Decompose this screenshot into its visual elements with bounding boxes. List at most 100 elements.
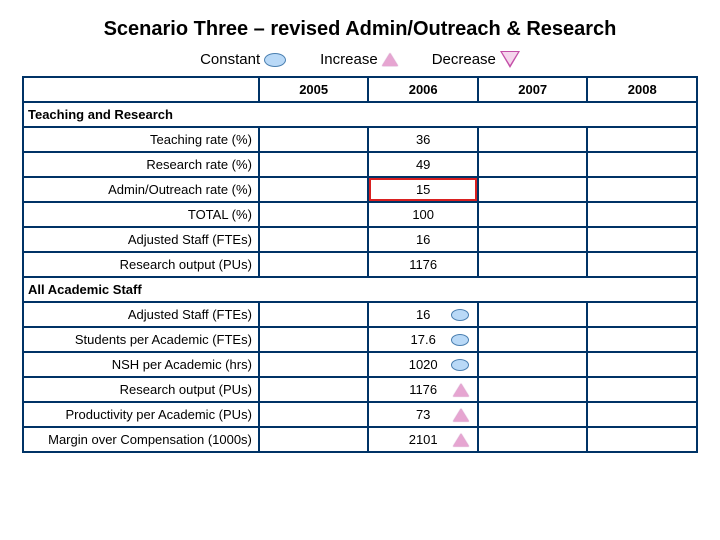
table-row: Research output (PUs)1176 bbox=[23, 377, 697, 402]
legend-increase-label: Increase bbox=[320, 51, 378, 68]
constant-icon bbox=[451, 359, 469, 371]
cell-2005 bbox=[259, 377, 369, 402]
cell-2008 bbox=[587, 252, 697, 277]
cell-value: 17.6 bbox=[411, 332, 436, 347]
constant-icon bbox=[264, 53, 286, 67]
row-label: NSH per Academic (hrs) bbox=[23, 352, 259, 377]
section-header-2: All Academic Staff bbox=[23, 277, 697, 302]
table-row: Productivity per Academic (PUs) 73 bbox=[23, 402, 697, 427]
cell-value: 15 bbox=[416, 182, 430, 197]
cell-2007 bbox=[478, 352, 588, 377]
table-row: Students per Academic (FTEs) 17.6 bbox=[23, 327, 697, 352]
cell-2006: 1176 bbox=[368, 252, 478, 277]
slide: Scenario Three – revised Admin/Outreach … bbox=[0, 0, 720, 540]
cell-2007 bbox=[478, 252, 588, 277]
row-label: Teaching rate (%) bbox=[23, 127, 259, 152]
cell-2005 bbox=[259, 177, 369, 202]
cell-value: 16 bbox=[416, 307, 430, 322]
legend-increase: Increase bbox=[320, 51, 398, 68]
cell-value: 1176 bbox=[409, 257, 437, 272]
slide-title: Scenario Three – revised Admin/Outreach … bbox=[22, 18, 698, 41]
cell-value: 49 bbox=[416, 157, 430, 172]
cell-2006: 100 bbox=[368, 202, 478, 227]
table-row: Adjusted Staff (FTEs) 16 bbox=[23, 227, 697, 252]
header-row: 2005 2006 2007 2008 bbox=[23, 77, 697, 102]
legend-decrease: Decrease bbox=[432, 51, 520, 68]
row-label: Adjusted Staff (FTEs) bbox=[23, 302, 259, 327]
table-row: TOTAL (%) 100 bbox=[23, 202, 697, 227]
cell-2008 bbox=[587, 302, 697, 327]
cell-2005 bbox=[259, 202, 369, 227]
cell-2007 bbox=[478, 377, 588, 402]
table-row: NSH per Academic (hrs) 1020 bbox=[23, 352, 697, 377]
table-row: Teaching rate (%) 36 bbox=[23, 127, 697, 152]
cell-2006: 36 bbox=[368, 127, 478, 152]
table-row: Research rate (%)49 bbox=[23, 152, 697, 177]
cell-2005 bbox=[259, 152, 369, 177]
row-label: TOTAL (%) bbox=[23, 202, 259, 227]
section-header-1: Teaching and Research bbox=[23, 102, 697, 127]
cell-2008 bbox=[587, 427, 697, 452]
cell-value: 100 bbox=[412, 207, 434, 222]
cell-2007 bbox=[478, 402, 588, 427]
row-label: Margin over Compensation (1000s) bbox=[23, 427, 259, 452]
section-teaching-research: Teaching and Research bbox=[23, 102, 697, 127]
table-row: Margin over Compensation (1000s) 2101 bbox=[23, 427, 697, 452]
cell-2006: 16 bbox=[368, 227, 478, 252]
scenario-table: 2005 2006 2007 2008 Teaching and Researc… bbox=[22, 76, 698, 453]
cell-2006: 2101 bbox=[368, 427, 478, 452]
legend: Constant Increase Decrease bbox=[22, 51, 698, 68]
cell-2005 bbox=[259, 127, 369, 152]
cell-2006: 73 bbox=[368, 402, 478, 427]
row-label: Adjusted Staff (FTEs) bbox=[23, 227, 259, 252]
legend-constant: Constant bbox=[200, 51, 286, 68]
row-label: Students per Academic (FTEs) bbox=[23, 327, 259, 352]
cell-2008 bbox=[587, 227, 697, 252]
cell-2006: 1176 bbox=[368, 377, 478, 402]
table-row: Research output (PUs) 1176 bbox=[23, 252, 697, 277]
increase-icon bbox=[453, 433, 469, 446]
row-label: Productivity per Academic (PUs) bbox=[23, 402, 259, 427]
cell-value: 73 bbox=[416, 407, 430, 422]
cell-value: 1176 bbox=[409, 382, 437, 397]
cell-2008 bbox=[587, 177, 697, 202]
cell-2007 bbox=[478, 177, 588, 202]
cell-2005 bbox=[259, 352, 369, 377]
constant-icon bbox=[451, 334, 469, 346]
col-2006: 2006 bbox=[368, 77, 478, 102]
col-2008: 2008 bbox=[587, 77, 697, 102]
increase-icon bbox=[382, 53, 398, 66]
cell-2007 bbox=[478, 327, 588, 352]
cell-2005 bbox=[259, 227, 369, 252]
cell-2006: 1020 bbox=[368, 352, 478, 377]
section-all-academic: All Academic Staff bbox=[23, 277, 697, 302]
cell-2006: 17.6 bbox=[368, 327, 478, 352]
cell-2007 bbox=[478, 202, 588, 227]
row-label: Admin/Outreach rate (%) bbox=[23, 177, 259, 202]
cell-value: 2101 bbox=[409, 432, 438, 447]
cell-2007 bbox=[478, 152, 588, 177]
cell-2007 bbox=[478, 302, 588, 327]
cell-2006: 16 bbox=[368, 302, 478, 327]
table-row: Adjusted Staff (FTEs) 16 bbox=[23, 302, 697, 327]
col-blank bbox=[23, 77, 259, 102]
legend-decrease-label: Decrease bbox=[432, 51, 496, 68]
cell-2005 bbox=[259, 427, 369, 452]
constant-icon bbox=[451, 309, 469, 321]
table-row: Admin/Outreach rate (%) 15 bbox=[23, 177, 697, 202]
cell-2008 bbox=[587, 377, 697, 402]
decrease-icon bbox=[500, 51, 520, 68]
cell-2008 bbox=[587, 127, 697, 152]
cell-2005 bbox=[259, 302, 369, 327]
cell-2007 bbox=[478, 427, 588, 452]
cell-value: 1020 bbox=[409, 357, 438, 372]
increase-icon bbox=[453, 383, 469, 396]
col-2007: 2007 bbox=[478, 77, 588, 102]
row-label: Research output (PUs) bbox=[23, 252, 259, 277]
cell-2005 bbox=[259, 252, 369, 277]
cell-value: 36 bbox=[416, 132, 430, 147]
increase-icon bbox=[453, 408, 469, 421]
cell-2008 bbox=[587, 152, 697, 177]
cell-2005 bbox=[259, 402, 369, 427]
cell-2008 bbox=[587, 352, 697, 377]
